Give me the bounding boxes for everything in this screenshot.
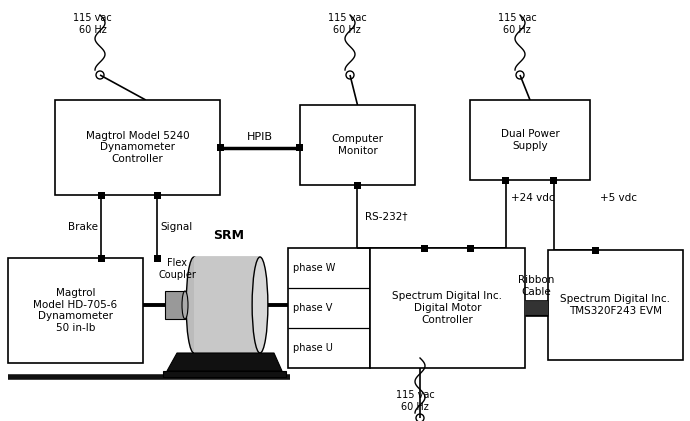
Text: Dual Power
Supply: Dual Power Supply	[501, 129, 560, 151]
Text: Magtrol
Model HD-705-6
Dynamometer
50 in-lb: Magtrol Model HD-705-6 Dynamometer 50 in…	[33, 288, 117, 333]
Bar	[297, 144, 304, 151]
Text: phase V: phase V	[293, 303, 333, 313]
Text: Brake: Brake	[68, 221, 98, 232]
Text: RS-232†: RS-232†	[366, 211, 408, 221]
Bar	[551, 176, 558, 184]
Ellipse shape	[182, 291, 188, 319]
Text: 115 vac
60 Hz: 115 vac 60 Hz	[328, 13, 367, 35]
Bar	[300, 105, 415, 185]
Bar	[165, 291, 185, 319]
Text: Ribbon
Cable: Ribbon Cable	[518, 275, 555, 297]
Polygon shape	[167, 353, 282, 371]
Ellipse shape	[252, 257, 268, 353]
Bar	[548, 250, 683, 360]
Bar	[217, 144, 224, 151]
Bar	[55, 100, 220, 195]
Text: SRM: SRM	[213, 229, 244, 242]
Bar	[288, 248, 370, 368]
Bar	[592, 247, 599, 253]
Ellipse shape	[186, 257, 202, 353]
Bar	[421, 245, 428, 251]
Bar	[194, 257, 260, 353]
Text: 115 vac
60 Hz: 115 vac 60 Hz	[498, 13, 537, 35]
Bar	[502, 176, 509, 184]
Text: Spectrum Digital Inc.
TMS320F243 EVM: Spectrum Digital Inc. TMS320F243 EVM	[560, 294, 671, 316]
Text: Spectrum Digital Inc.
Digital Motor
Controller: Spectrum Digital Inc. Digital Motor Cont…	[393, 291, 502, 325]
Polygon shape	[163, 371, 286, 377]
Bar	[98, 255, 105, 261]
Text: +24 vdc: +24 vdc	[511, 193, 555, 203]
Text: phase U: phase U	[293, 343, 333, 353]
Text: +5 vdc: +5 vdc	[600, 193, 638, 203]
Text: Magtrol Model 5240
Dynamometer
Controller: Magtrol Model 5240 Dynamometer Controlle…	[86, 131, 189, 164]
Bar	[354, 181, 361, 189]
Bar	[98, 192, 105, 198]
Bar	[467, 245, 474, 251]
Text: Signal: Signal	[160, 221, 193, 232]
Bar	[470, 100, 590, 180]
Bar	[370, 248, 525, 368]
Bar	[154, 255, 161, 261]
Text: HPIB: HPIB	[247, 133, 273, 142]
Text: phase W: phase W	[293, 263, 335, 273]
Text: Computer
Monitor: Computer Monitor	[331, 134, 384, 156]
Text: 115 vac
60 Hz: 115 vac 60 Hz	[73, 13, 112, 35]
Bar	[8, 258, 143, 363]
Text: Flex
Coupler: Flex Coupler	[158, 258, 196, 280]
Bar	[154, 192, 161, 198]
Text: 115 vac
60 Hz: 115 vac 60 Hz	[396, 390, 435, 412]
